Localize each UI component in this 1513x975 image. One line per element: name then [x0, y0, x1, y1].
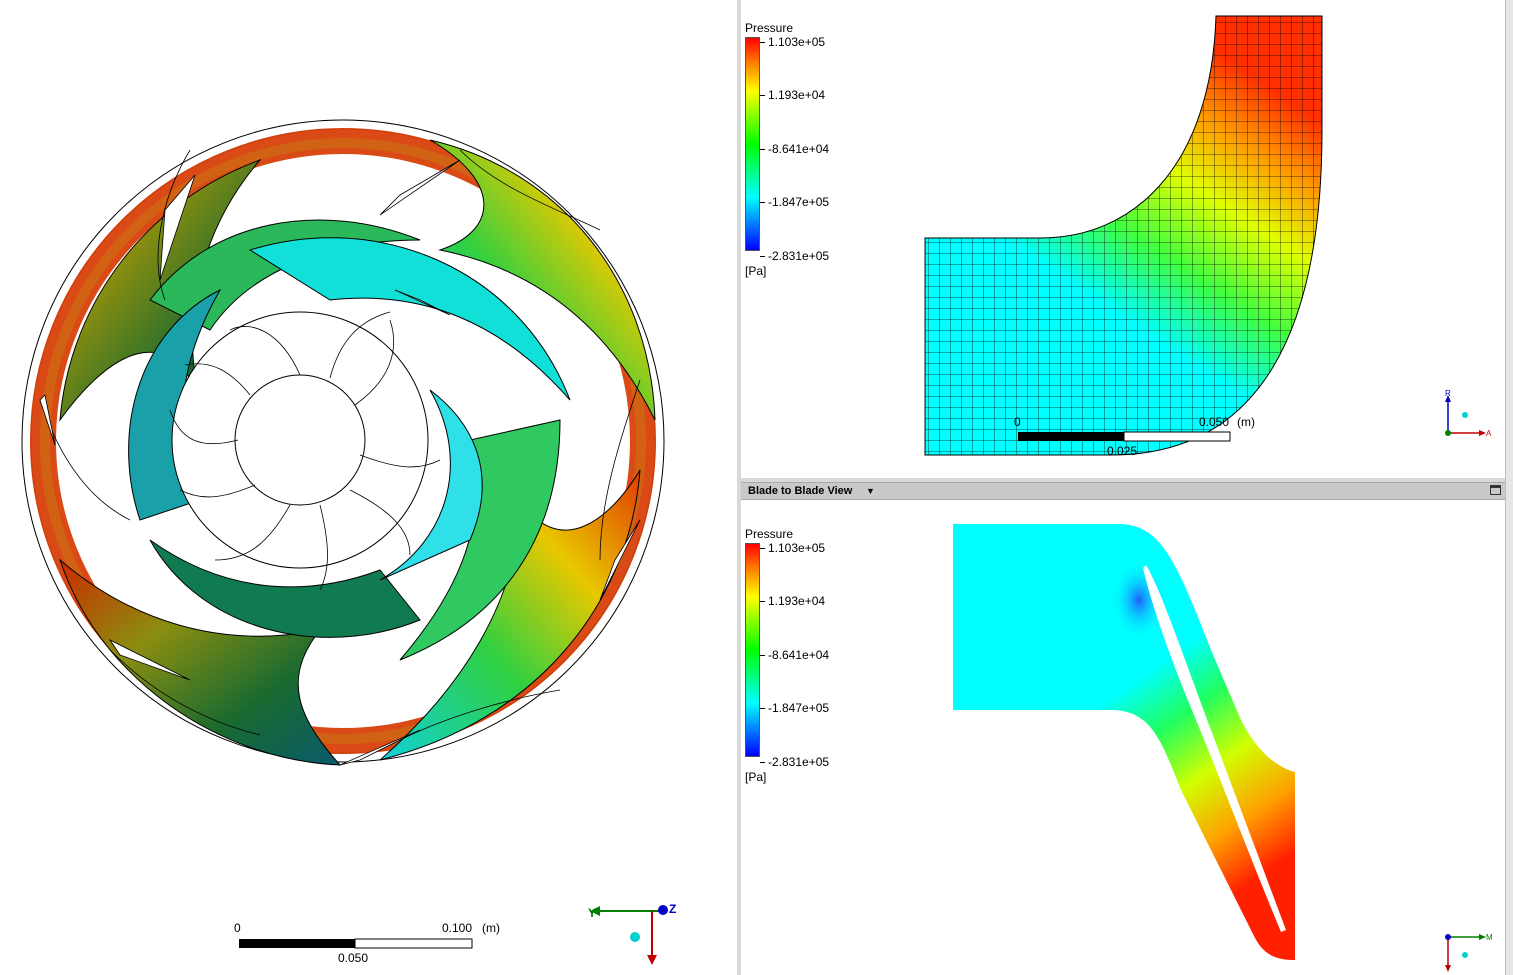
legend-tick: 1.193e+04 [768, 594, 826, 608]
blade-to-blade-contour: M [953, 524, 1493, 972]
meridional-mesh: 0 0.025 0.050 (m) R A [924, 15, 1492, 458]
scale-label-end: 0.100 [442, 921, 472, 935]
scale-label-mid: 0.025 [1107, 444, 1137, 458]
maximize-view-icon[interactable] [1490, 485, 1501, 495]
axis-y-label: Y [588, 906, 596, 920]
legend-colorbar [745, 37, 760, 251]
axis-z-label: Z [669, 902, 676, 916]
axis-a-label: A [1486, 429, 1492, 438]
legend-tick: -2.831e+05 [768, 249, 830, 263]
scale-bar: 0 0.050 0.100 (m) [234, 921, 500, 965]
axis-m-label: M [1486, 933, 1493, 942]
legend-tick: -1.847e+05 [768, 701, 830, 715]
legend-unit: [Pa] [745, 264, 767, 278]
view-title-bar: Blade to Blade View ▼ [741, 482, 1505, 500]
scale-unit: (m) [1237, 415, 1255, 429]
legend-title: Pressure [745, 527, 794, 541]
legend-tick: -8.641e+04 [768, 648, 830, 662]
legend-tick: 1.193e+04 [768, 88, 826, 102]
axis-r-label: R [1445, 389, 1451, 398]
view-dropdown-icon[interactable]: ▼ [866, 486, 875, 496]
scale-label-start: 0 [1014, 415, 1021, 429]
impeller-render: 0 0.050 0.100 (m) Y Z [21, 119, 676, 965]
blade-to-blade-viewport[interactable]: Pressure 1.103e+05 1.193e+04 -8.641e+04 … [741, 500, 1505, 975]
legend-title: Pressure [745, 21, 794, 35]
legend-tick: -8.641e+04 [768, 142, 830, 156]
scale-bar: 0 0.025 0.050 (m) [1014, 415, 1255, 458]
view-title: Blade to Blade View [748, 485, 853, 497]
scale-label-start: 0 [234, 921, 241, 935]
vertical-splitter[interactable] [737, 0, 741, 975]
axis-triad[interactable]: M [1445, 933, 1493, 972]
meridional-viewport[interactable]: Pressure 1.103e+05 1.193e+04 -8.641e+04 … [741, 0, 1505, 478]
legend-unit: [Pa] [745, 770, 767, 784]
hub-opening [171, 311, 429, 569]
outer-ring [21, 119, 665, 763]
scale-label-mid: 0.050 [338, 951, 368, 965]
legend-tick: -2.831e+05 [768, 755, 830, 769]
axis-triad[interactable]: R A [1445, 389, 1492, 438]
horizontal-splitter[interactable] [741, 478, 1513, 482]
legend-tick: 1.103e+05 [768, 35, 826, 49]
axis-triad[interactable]: Y Z [588, 902, 676, 965]
scale-unit: (m) [482, 921, 500, 935]
impeller-3d-viewport[interactable]: 0 0.050 0.100 (m) Y Z [0, 0, 737, 975]
legend-tick: -1.847e+05 [768, 195, 830, 209]
window-edge [1505, 0, 1513, 975]
legend-colorbar [745, 543, 760, 757]
legend-tick: 1.103e+05 [768, 541, 826, 555]
scale-label-end: 0.050 [1199, 415, 1229, 429]
